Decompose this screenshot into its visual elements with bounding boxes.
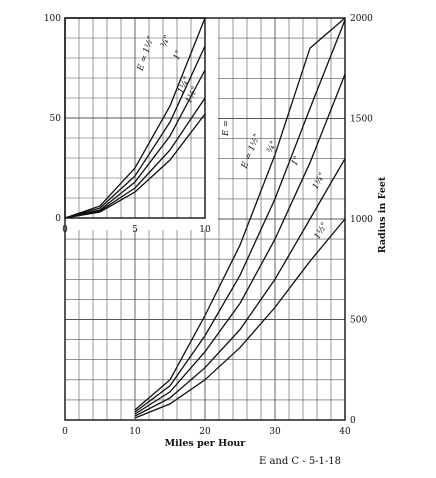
main-y-tick-label: 0 (350, 416, 356, 426)
e-annotation: E = (221, 120, 231, 137)
main-curve-5 (134, 218, 346, 419)
inset-backdrop (64, 16, 218, 230)
main-curves (134, 17, 346, 419)
x-axis-title: Miles per Hour (165, 438, 247, 449)
main-x-tick-label: 10 (129, 427, 141, 437)
main-curve-label: 1½" (312, 220, 330, 241)
main-x-tick-label: 0 (62, 427, 68, 437)
main-x-tick-label: 40 (339, 427, 351, 437)
inset-curves (64, 17, 206, 219)
inset-y-tick-label: 100 (44, 14, 61, 24)
inset-curve-label: ¾" (158, 33, 173, 48)
main-curve-3 (134, 74, 346, 415)
inset-curve-label: 1" (172, 49, 185, 61)
inset-y-tick-label: 0 (55, 214, 61, 224)
inset-curve-2 (64, 45, 206, 219)
inset-x-tick-label: 5 (132, 225, 138, 235)
inset-x-tick-label: 10 (199, 225, 211, 235)
inset-curve-4 (64, 97, 206, 219)
plot-frames (64, 17, 346, 421)
inset-x-tick-label: 0 (62, 225, 68, 235)
inset-background (64, 16, 218, 230)
figure-caption: E and C - 5-1-18 (259, 456, 341, 467)
main-curve-label: 1¼" (310, 170, 328, 191)
main-x-tick-label: 30 (269, 427, 281, 437)
y-axis-title: Radius in Feet (377, 176, 388, 253)
main-curve-label: 1" (290, 155, 303, 168)
inset-frame (64, 17, 206, 219)
inset-curve-5 (64, 113, 206, 219)
main-curve-label: ¾" (264, 139, 279, 155)
main-curve-label: E = 1½" (238, 132, 262, 171)
main-curve-1 (134, 17, 346, 411)
main-y-tick-label: 1500 (350, 115, 373, 125)
inset-curve-1 (64, 17, 206, 219)
main-curve-4 (134, 158, 346, 417)
main-curve-2 (134, 19, 346, 413)
main-y-tick-label: 1000 (350, 215, 373, 225)
inset-curve-3 (64, 69, 206, 219)
main-x-tick-label: 20 (199, 427, 211, 437)
inset-y-tick-label: 50 (50, 114, 62, 124)
main-y-tick-label: 2000 (350, 14, 373, 24)
main-y-tick-label: 500 (350, 316, 367, 326)
